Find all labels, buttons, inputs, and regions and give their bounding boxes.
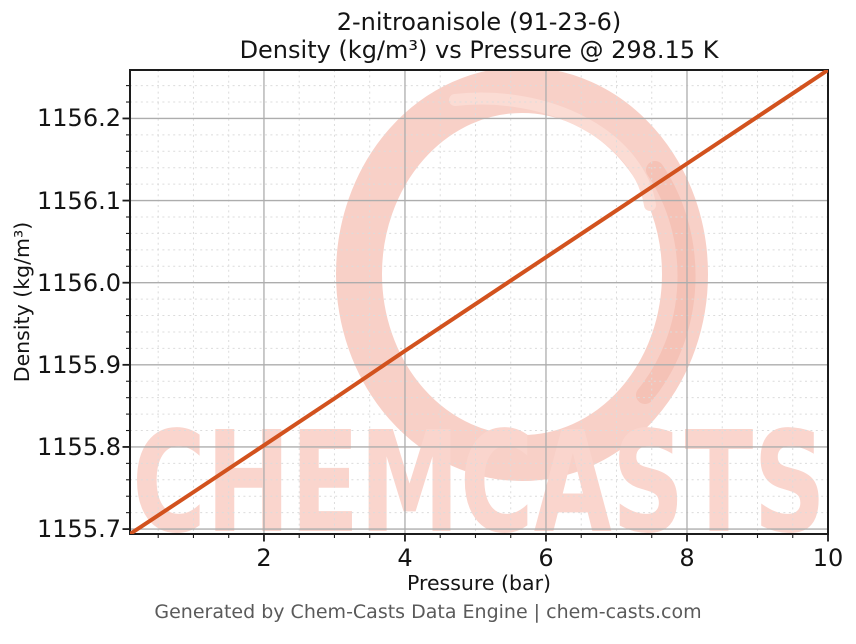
watermark: CHEMCASTS [132,70,826,565]
x-tick-label: 4 [397,544,413,572]
plot-spines [129,69,829,535]
chart-title-line2: Density (kg/m³) vs Pressure @ 298.15 K [239,35,719,64]
chart-title: 2-nitroanisole (91-23-6) Density (kg/m³)… [130,8,828,64]
major-gridlines [130,70,829,534]
minor-gridlines [130,70,828,534]
y-tick-label: 1156.0 [37,268,121,297]
x-tick-label: 6 [538,544,554,572]
x-tick-label: 10 [812,544,844,572]
y-tick-label: 1156.1 [37,186,121,215]
tick-marks [122,85,829,542]
footer-credit: Generated by Chem-Casts Data Engine | ch… [154,601,702,623]
x-tick-label: 8 [679,544,695,572]
y-tick-label: 1155.9 [37,350,121,379]
density-line-series [130,70,828,534]
chemcasts-logo-swoosh-icon [449,92,656,211]
y-tick-label: 1155.8 [37,432,121,461]
chart-title-line1: 2-nitroanisole (91-23-6) [336,8,622,36]
x-tick-label: 2 [256,544,272,572]
chemcasts-logo-ring-accent-icon [636,161,696,404]
y-tick-label: 1156.2 [37,104,121,133]
y-tick-label: 1155.7 [37,515,121,544]
x-axis-label: Pressure (bar) [406,571,552,595]
watermark-text: CHEMCASTS [132,402,826,565]
